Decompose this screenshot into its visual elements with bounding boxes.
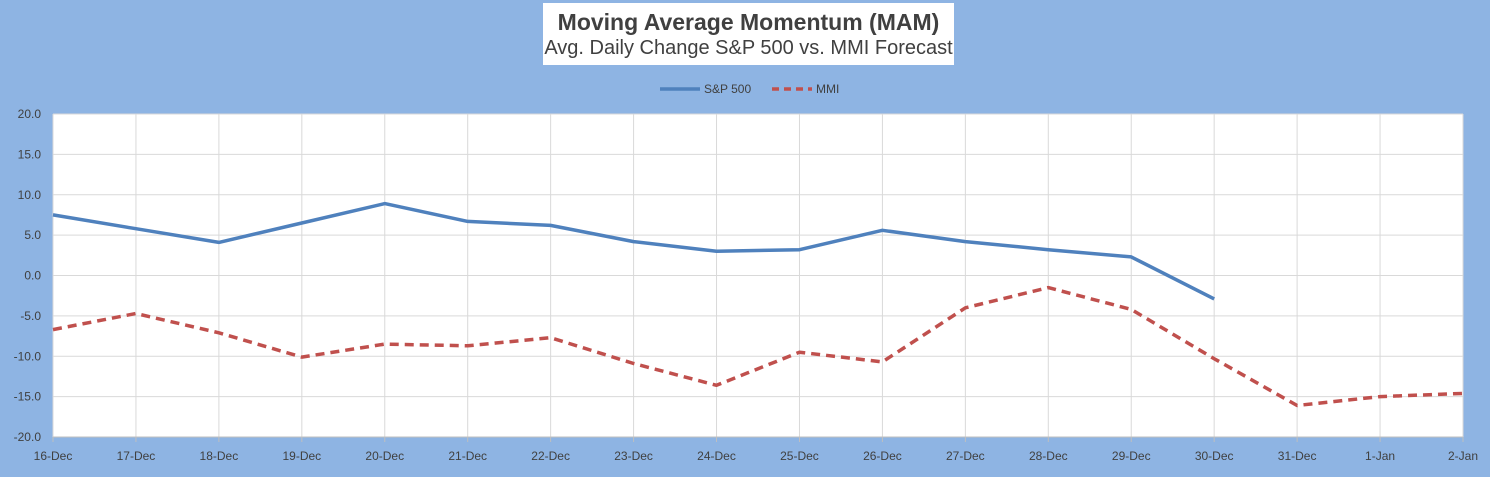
x-tick-label: 17-Dec xyxy=(117,449,156,463)
y-axis: 20.0 15.0 10.0 5.0 0.0 -5.0 -10.0 -15.0 -20.0 xyxy=(14,107,42,444)
y-tick-label: 10.0 xyxy=(18,188,42,202)
series-lines xyxy=(52,201,1464,408)
x-tick-label: 28-Dec xyxy=(1029,449,1068,463)
x-tick-label: 29-Dec xyxy=(1112,449,1151,463)
chart-title-box: Moving Average Momentum (MAM) Avg. Daily… xyxy=(543,3,954,65)
y-tick-label: 0.0 xyxy=(24,269,41,283)
legend-label: MMI xyxy=(816,82,839,96)
x-tick-label: 25-Dec xyxy=(780,449,819,463)
gridlines xyxy=(52,113,1464,438)
y-tick-label: -20.0 xyxy=(14,430,42,444)
x-tick-label: 19-Dec xyxy=(282,449,321,463)
x-tick-label: 26-Dec xyxy=(863,449,902,463)
x-tick-label: 22-Dec xyxy=(531,449,570,463)
y-tick-label: 5.0 xyxy=(24,228,41,242)
legend: S&P 500 MMI xyxy=(660,82,839,96)
x-tick-label: 30-Dec xyxy=(1195,449,1234,463)
series-line-s-p-500 xyxy=(52,201,1215,301)
x-axis: 16-Dec 17-Dec 18-Dec 19-Dec 20-Dec 21-Dec 22-D… xyxy=(34,436,1478,463)
x-tick-label: 27-Dec xyxy=(946,449,985,463)
x-tick-label: 1-Jan xyxy=(1365,449,1395,463)
legend-label: S&P 500 xyxy=(704,82,751,96)
y-tick-label: -10.0 xyxy=(14,349,42,363)
x-tick-label: 20-Dec xyxy=(365,449,404,463)
x-tick-label: 16-Dec xyxy=(34,449,73,463)
y-tick-label: -5.0 xyxy=(20,309,41,323)
x-tick-label: 2-Jan xyxy=(1448,449,1478,463)
y-tick-label: 20.0 xyxy=(18,107,42,121)
chart-title: Moving Average Momentum (MAM) xyxy=(557,9,940,35)
x-tick-label: 21-Dec xyxy=(448,449,487,463)
x-tick-label: 31-Dec xyxy=(1278,449,1317,463)
y-tick-label: -15.0 xyxy=(14,390,42,404)
x-tick-label: 18-Dec xyxy=(200,449,239,463)
x-tick-label: 24-Dec xyxy=(697,449,736,463)
series-line-mmi xyxy=(52,285,1464,408)
chart-subtitle: Avg. Daily Change S&P 500 vs. MMI Foreca… xyxy=(544,37,953,59)
y-tick-label: 15.0 xyxy=(18,147,42,161)
x-tick-label: 23-Dec xyxy=(614,449,653,463)
